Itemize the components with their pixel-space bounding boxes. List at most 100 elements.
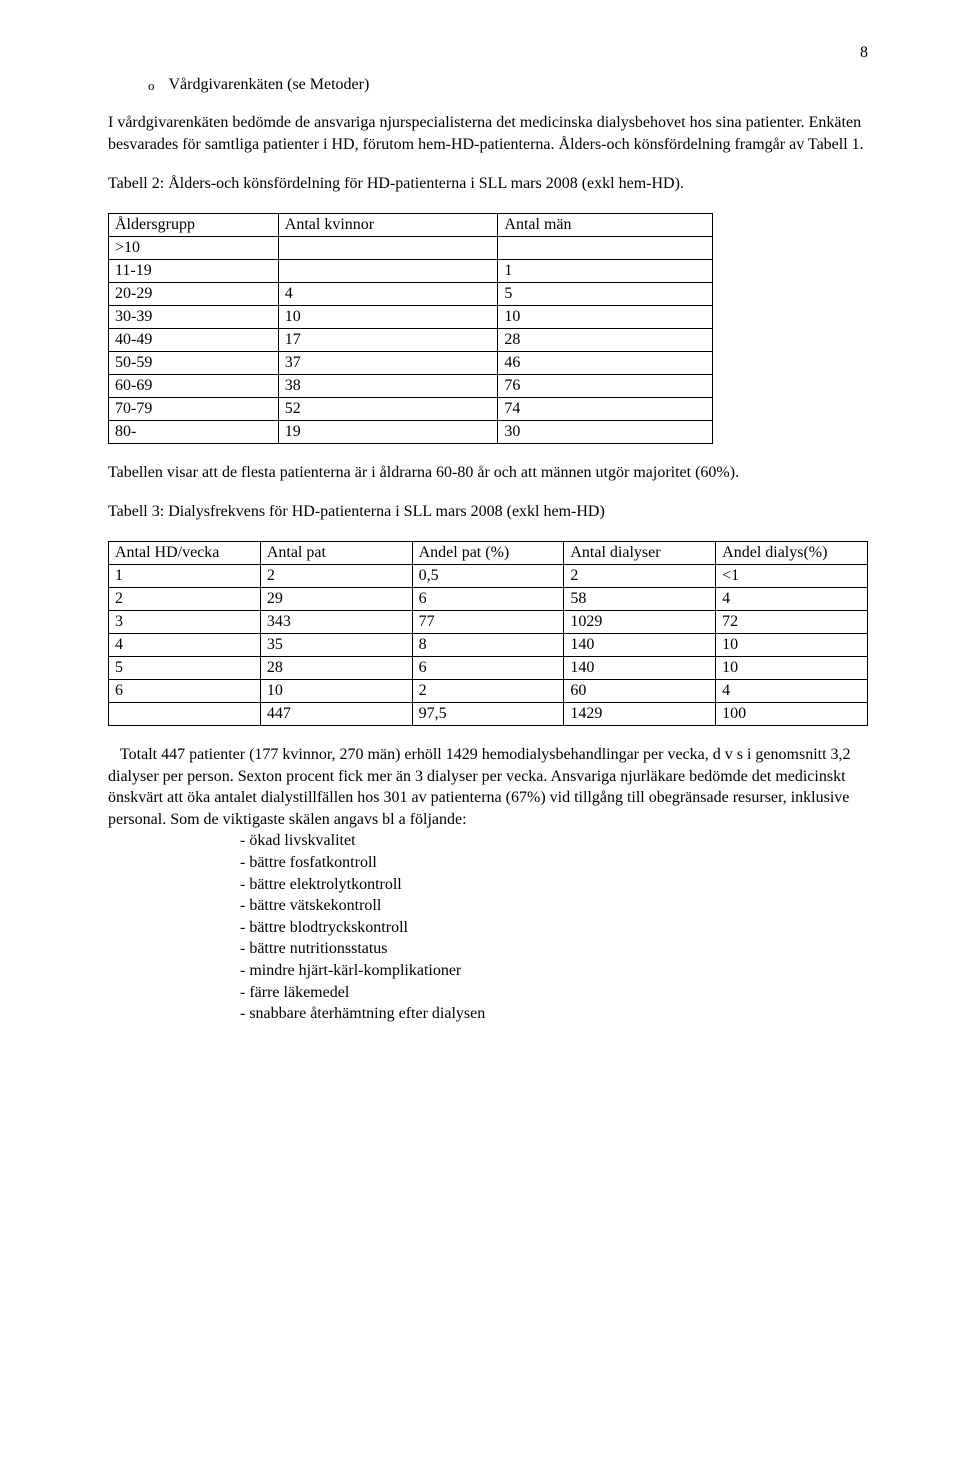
paragraph-3: Totalt 447 patienter (177 kvinnor, 270 m… bbox=[108, 744, 868, 830]
table-cell: 10 bbox=[716, 633, 868, 656]
table-cell: 8 bbox=[412, 633, 564, 656]
table-cell: >10 bbox=[109, 236, 279, 259]
paragraph-1: I vårdgivarenkäten bedömde de ansvariga … bbox=[108, 112, 868, 155]
bullet-marker: o bbox=[148, 78, 155, 94]
table-header-cell: Andel dialys(%) bbox=[716, 541, 868, 564]
list-item: - snabbare återhämtning efter dialysen bbox=[240, 1003, 868, 1025]
document-page: 8 o Vårdgivarenkäten (se Metoder) I vård… bbox=[0, 0, 960, 1472]
table-cell: 37 bbox=[278, 351, 498, 374]
list-item: - bättre elektrolytkontroll bbox=[240, 874, 868, 896]
table-cell: 19 bbox=[278, 420, 498, 443]
table-cell: 76 bbox=[498, 374, 713, 397]
table-cell: 77 bbox=[412, 610, 564, 633]
table-age-gender: Åldersgrupp Antal kvinnor Antal män >10 … bbox=[108, 213, 713, 444]
table-cell: 2 bbox=[412, 679, 564, 702]
page-number: 8 bbox=[860, 44, 868, 62]
table-cell: 3 bbox=[109, 610, 261, 633]
table-row: 60-69 38 76 bbox=[109, 374, 713, 397]
bullet-text: Vårdgivarenkäten (se Metoder) bbox=[169, 76, 370, 94]
table-cell: 1029 bbox=[564, 610, 716, 633]
table-cell: 5 bbox=[109, 656, 261, 679]
table-cell: 6 bbox=[109, 679, 261, 702]
table-cell: 50-59 bbox=[109, 351, 279, 374]
list-item: - bättre vätskekontroll bbox=[240, 895, 868, 917]
table-cell: 72 bbox=[716, 610, 868, 633]
table-cell: 74 bbox=[498, 397, 713, 420]
table-cell bbox=[109, 702, 261, 725]
table-row: 50-59 37 46 bbox=[109, 351, 713, 374]
table-cell: 4 bbox=[716, 679, 868, 702]
table-cell: 29 bbox=[260, 587, 412, 610]
list-item: - bättre blodtryckskontroll bbox=[240, 917, 868, 939]
table-cell: 1 bbox=[498, 259, 713, 282]
table-row: 80- 19 30 bbox=[109, 420, 713, 443]
table-cell: 0,5 bbox=[412, 564, 564, 587]
table-cell: 28 bbox=[260, 656, 412, 679]
table-header-cell: Antal män bbox=[498, 213, 713, 236]
table-cell: 10 bbox=[498, 305, 713, 328]
table-cell: 5 bbox=[498, 282, 713, 305]
table-cell: 30-39 bbox=[109, 305, 279, 328]
table-cell: 4 bbox=[716, 587, 868, 610]
table-cell: 35 bbox=[260, 633, 412, 656]
table-header-cell: Åldersgrupp bbox=[109, 213, 279, 236]
table-cell: 4 bbox=[278, 282, 498, 305]
reasons-list: - ökad livskvalitet - bättre fosfatkontr… bbox=[108, 830, 868, 1024]
table-cell: 80- bbox=[109, 420, 279, 443]
list-item: - mindre hjärt-kärl-komplikationer bbox=[240, 960, 868, 982]
table-cell: 1 bbox=[109, 564, 261, 587]
table-row: 30-39 10 10 bbox=[109, 305, 713, 328]
table-row: 1 2 0,5 2 <1 bbox=[109, 564, 868, 587]
table-cell: 2 bbox=[260, 564, 412, 587]
table-cell: <1 bbox=[716, 564, 868, 587]
table-row: 20-29 4 5 bbox=[109, 282, 713, 305]
table-cell: 4 bbox=[109, 633, 261, 656]
list-item: - färre läkemedel bbox=[240, 982, 868, 1004]
table-cell: 11-19 bbox=[109, 259, 279, 282]
table-header-cell: Antal kvinnor bbox=[278, 213, 498, 236]
table-cell: 2 bbox=[109, 587, 261, 610]
table-cell: 343 bbox=[260, 610, 412, 633]
table-header-cell: Antal pat bbox=[260, 541, 412, 564]
table-cell: 17 bbox=[278, 328, 498, 351]
table-row: 40-49 17 28 bbox=[109, 328, 713, 351]
table-cell: 20-29 bbox=[109, 282, 279, 305]
table-cell: 6 bbox=[412, 656, 564, 679]
table-row: 11-19 1 bbox=[109, 259, 713, 282]
table-row: >10 bbox=[109, 236, 713, 259]
table-cell: 38 bbox=[278, 374, 498, 397]
table-row: 3 343 77 1029 72 bbox=[109, 610, 868, 633]
table-cell: 447 bbox=[260, 702, 412, 725]
table-row: 4 35 8 140 10 bbox=[109, 633, 868, 656]
table-cell: 97,5 bbox=[412, 702, 564, 725]
table-cell: 52 bbox=[278, 397, 498, 420]
table-cell bbox=[278, 259, 498, 282]
table-cell: 60-69 bbox=[109, 374, 279, 397]
table-cell: 46 bbox=[498, 351, 713, 374]
table-cell: 1429 bbox=[564, 702, 716, 725]
table-cell: 60 bbox=[564, 679, 716, 702]
table-1-caption: Tabell 2: Ålders-och könsfördelning för … bbox=[108, 173, 868, 195]
table-cell: 40-49 bbox=[109, 328, 279, 351]
table-cell: 30 bbox=[498, 420, 713, 443]
table-row: 447 97,5 1429 100 bbox=[109, 702, 868, 725]
section-heading-bullet: o Vårdgivarenkäten (se Metoder) bbox=[108, 76, 868, 94]
table-cell bbox=[498, 236, 713, 259]
table-cell: 6 bbox=[412, 587, 564, 610]
table-cell: 70-79 bbox=[109, 397, 279, 420]
table-row: 2 29 6 58 4 bbox=[109, 587, 868, 610]
table-cell: 10 bbox=[716, 656, 868, 679]
table-2-caption: Tabell 3: Dialysfrekvens för HD-patiente… bbox=[108, 501, 868, 523]
table-cell: 10 bbox=[260, 679, 412, 702]
table-cell: 140 bbox=[564, 656, 716, 679]
paragraph-2: Tabellen visar att de flesta patienterna… bbox=[108, 462, 868, 484]
table-cell: 100 bbox=[716, 702, 868, 725]
table-cell: 2 bbox=[564, 564, 716, 587]
list-item: - bättre fosfatkontroll bbox=[240, 852, 868, 874]
table-header-cell: Antal dialyser bbox=[564, 541, 716, 564]
table-dialysis-frequency: Antal HD/vecka Antal pat Andel pat (%) A… bbox=[108, 541, 868, 726]
list-item: - bättre nutritionsstatus bbox=[240, 938, 868, 960]
list-item: - ökad livskvalitet bbox=[240, 830, 868, 852]
table-row: 70-79 52 74 bbox=[109, 397, 713, 420]
table-cell: 58 bbox=[564, 587, 716, 610]
